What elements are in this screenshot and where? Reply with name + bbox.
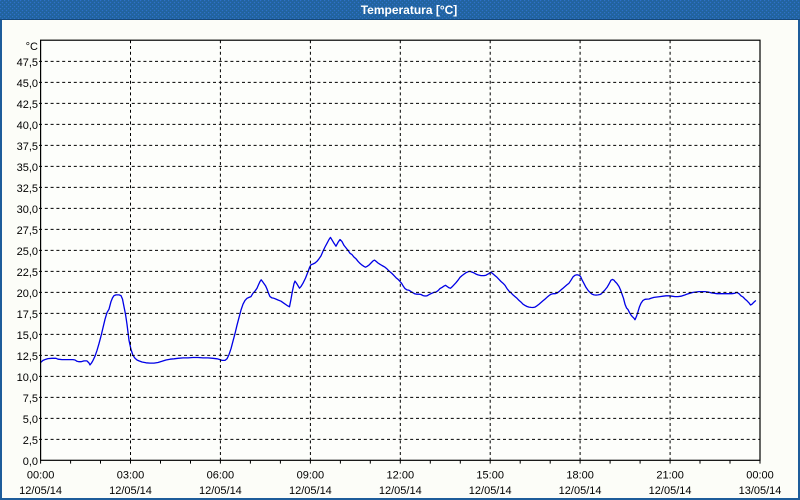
svg-text:7,5: 7,5 [23, 393, 38, 405]
svg-text:12/05/14: 12/05/14 [289, 485, 332, 497]
svg-text:12/05/14: 12/05/14 [649, 485, 692, 497]
svg-text:21:00: 21:00 [656, 470, 684, 482]
svg-text:20,0: 20,0 [17, 288, 38, 300]
svg-text:06:00: 06:00 [207, 470, 235, 482]
svg-text:27,5: 27,5 [17, 225, 38, 237]
svg-text:15:00: 15:00 [476, 470, 504, 482]
svg-text:12/05/14: 12/05/14 [559, 485, 602, 497]
svg-text:32,5: 32,5 [17, 183, 38, 195]
svg-text:0,0: 0,0 [23, 456, 38, 468]
svg-text:15,0: 15,0 [17, 330, 38, 342]
svg-text:10,0: 10,0 [17, 372, 38, 384]
svg-text:35,0: 35,0 [17, 162, 38, 174]
svg-text:12:00: 12:00 [387, 470, 415, 482]
svg-text:00:00: 00:00 [27, 470, 55, 482]
svg-text:40,0: 40,0 [17, 120, 38, 132]
svg-text:09:00: 09:00 [297, 470, 325, 482]
svg-text:42,5: 42,5 [17, 99, 38, 111]
svg-text:12/05/14: 12/05/14 [109, 485, 152, 497]
svg-text:03:00: 03:00 [117, 470, 145, 482]
svg-text:18:00: 18:00 [566, 470, 594, 482]
svg-text:2,5: 2,5 [23, 435, 38, 447]
svg-text:22,5: 22,5 [17, 267, 38, 279]
svg-text:5,0: 5,0 [23, 414, 38, 426]
svg-text:47,5: 47,5 [17, 57, 38, 69]
svg-text:12/05/14: 12/05/14 [379, 485, 422, 497]
svg-text:13/05/14: 13/05/14 [739, 485, 782, 497]
svg-text:12/05/14: 12/05/14 [19, 485, 62, 497]
svg-text:17,5: 17,5 [17, 309, 38, 321]
svg-text:12/05/14: 12/05/14 [199, 485, 242, 497]
svg-text:30,0: 30,0 [17, 204, 38, 216]
svg-text:12/05/14: 12/05/14 [469, 485, 512, 497]
svg-text:25,0: 25,0 [17, 246, 38, 258]
svg-text:00:00: 00:00 [746, 470, 774, 482]
svg-text:12,5: 12,5 [17, 351, 38, 363]
svg-text:45,0: 45,0 [17, 78, 38, 90]
svg-text:37,5: 37,5 [17, 141, 38, 153]
svg-text:°C: °C [26, 41, 38, 53]
